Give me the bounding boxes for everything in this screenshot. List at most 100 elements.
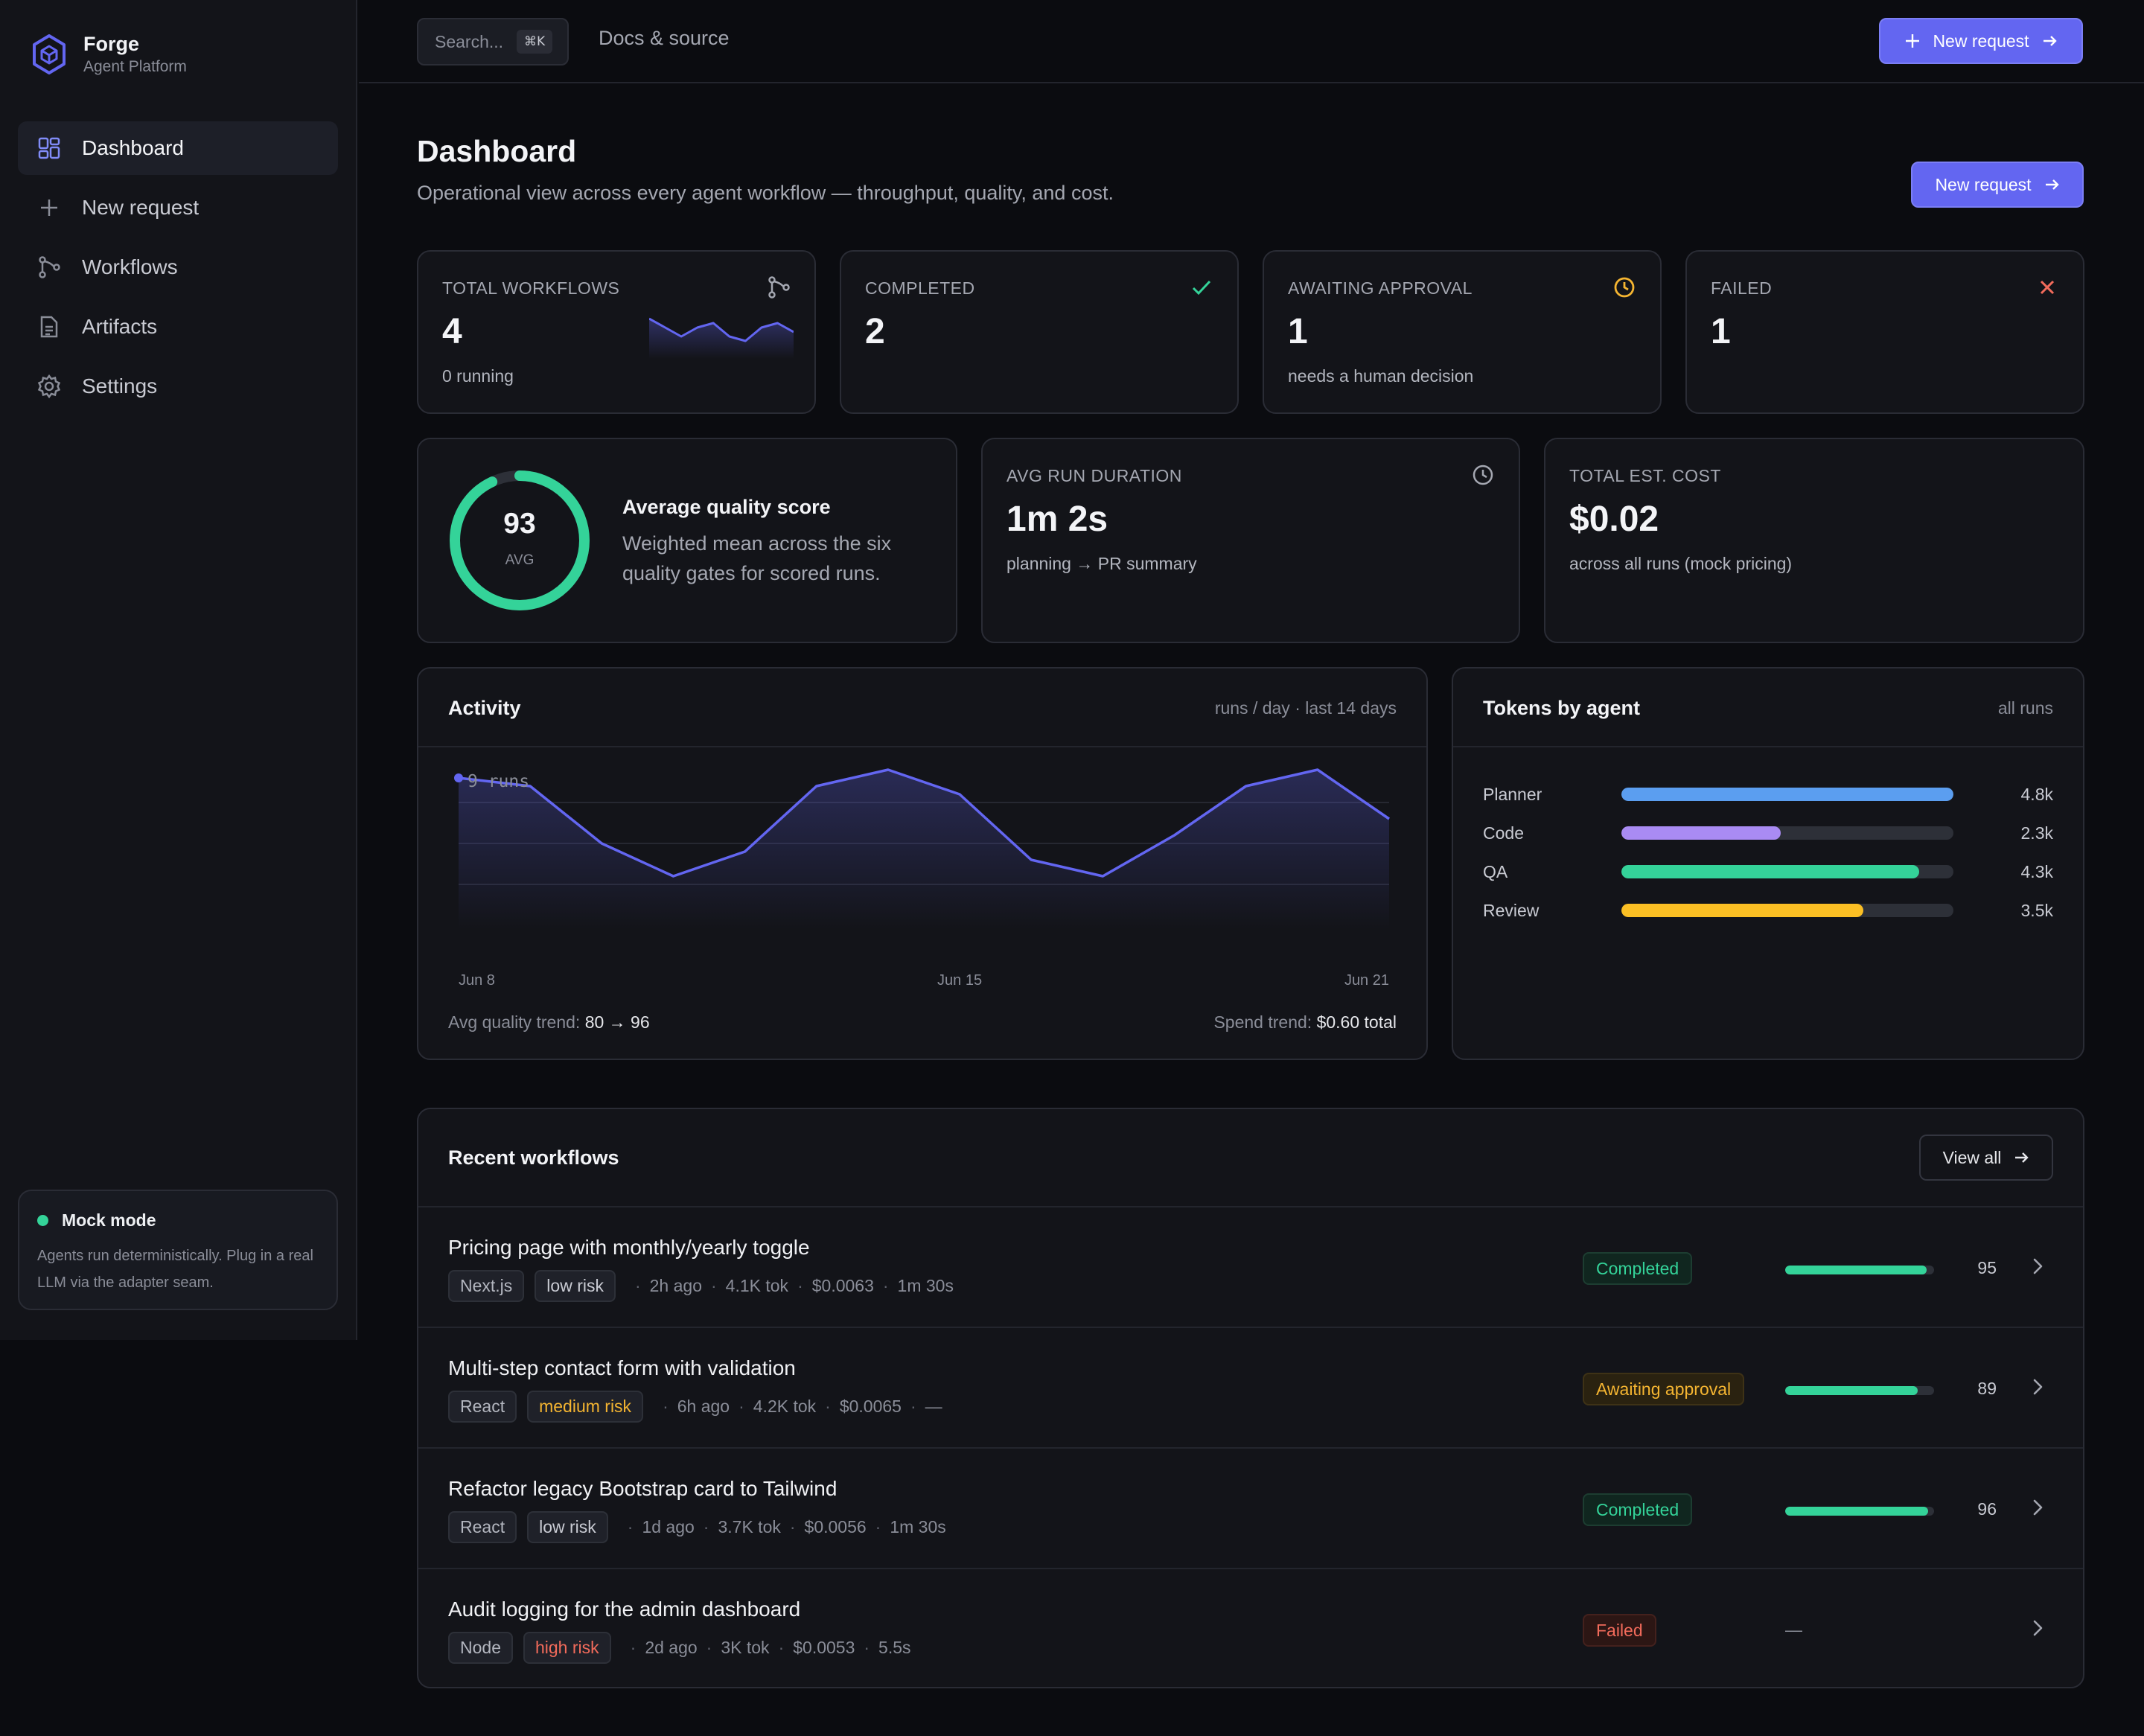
quality-score-card: 93 AVG Average quality score Weighted me… [417,438,957,643]
sidebar-nav: Dashboard New request Workflows [18,121,338,419]
clock-icon [1473,465,1493,485]
arrow-right-icon [2045,179,2059,190]
quality-score-value: 93 [503,508,536,540]
token-agent-label: QA [1483,861,1508,881]
workflow-meta: Next.js low risk · 2h ago · 4.1K tok · $0.0063 ·… [448,1270,954,1302]
recent-workflows-title: Recent workflows [448,1146,619,1169]
quality-score-fill [1785,1386,1918,1395]
view-all-button[interactable]: View all [1919,1135,2053,1181]
stat-card-completed[interactable]: COMPLETED 2 [840,250,1239,414]
token-bar [1621,865,1919,878]
stack-tag: React [448,1511,517,1543]
token-bar-row: Planner 4.8k [1483,779,2053,809]
sidebar-item-workflows[interactable]: Workflows [18,240,338,294]
workflow-row[interactable]: Pricing page with monthly/yearly toggle N… [418,1206,2083,1327]
sidebar-item-dashboard[interactable]: Dashboard [18,121,338,175]
stat-sub: planning → PR summary [1006,554,1197,573]
sidebar-item-label: New request [82,196,200,219]
sidebar-item-label: Dashboard [82,136,184,159]
sparkline-area [649,319,794,359]
brand[interactable]: Forge Agent Platform [31,31,187,77]
search-input[interactable]: Search... ⌘K [417,18,569,66]
workflow-title: Multi-step contact form with validation [448,1356,796,1379]
meta-separator: · [703,1517,709,1536]
workflow-title: Refactor legacy Bootstrap card to Tailwi… [448,1477,838,1500]
cube-logo-icon [33,34,66,74]
stat-card-awaiting-approval[interactable]: AWAITING APPROVAL 1 needs a human decisi… [1263,250,1662,414]
topbar: Search... ⌘K Docs & source New request [359,0,2144,83]
age-text: 6h ago [677,1397,730,1416]
workflow-meta: React medium risk · 6h ago · 4.2K tok · $0.0065… [448,1391,942,1423]
chevron-right-icon[interactable] [2026,1376,2049,1398]
chevron-right-icon[interactable] [2026,1255,2049,1277]
chevron-right-icon[interactable] [2026,1496,2049,1519]
age-text: 2h ago [649,1276,702,1295]
quality-ring-progress [450,470,590,610]
meta-separator: · [910,1397,916,1416]
avg-duration-card: AVG RUN DURATION 1m 2s planning → PR sum… [981,438,1520,643]
sidebar-item-artifacts[interactable]: Artifacts [18,300,338,354]
stat-value: 2 [865,312,885,351]
workflow-row[interactable]: Audit logging for the admin dashboard Nod… [418,1568,2083,1688]
duration-text: 1m 30s [897,1276,954,1295]
workflow-title: Audit logging for the admin dashboard [448,1598,801,1621]
stat-sub: across all runs (mock pricing) [1569,554,1793,573]
stat-label: FAILED [1711,278,1773,298]
meta-separator: · [711,1276,717,1295]
sidebar-item-new-request[interactable]: New request [18,181,338,234]
tokens-panel: Tokens by agent all runs Planner 4.8k Code… [1452,667,2084,1060]
workflow-row[interactable]: Multi-step contact form with validation R… [418,1327,2083,1447]
quality-score-value: 89 [1977,1379,1997,1398]
meta-separator: · [864,1638,870,1657]
stack-tag: Node [448,1632,513,1664]
file-icon [36,313,63,340]
tokens-title: Tokens by agent [1483,697,1641,719]
x-tick-label: Jun 8 [459,972,495,989]
meta-separator: · [789,1517,796,1536]
spend-trend: Spend trend: $0.60 total [1213,1012,1397,1033]
new-request-button[interactable]: New request [1879,18,2083,64]
recent-workflows-panel: Recent workflows View all Pricing page w… [417,1108,2084,1688]
token-bar-track [1621,788,1953,801]
risk-tag: low risk [535,1270,616,1302]
token-bar-row: QA 4.3k [1483,857,2053,887]
activity-x-axis: Jun 8 Jun 15 Jun 21 [448,972,1400,995]
sparkline-chart [649,317,794,359]
quality-score-text: Weighted mean across the six quality gat… [622,532,892,584]
activity-meta: runs / day · last 14 days [1214,698,1397,718]
workflow-icon [36,254,63,281]
docs-link[interactable]: Docs & source [599,27,730,49]
token-agent-label: Code [1483,823,1524,843]
search-placeholder: Search... [435,31,504,51]
stack-tag: Next.js [448,1270,525,1302]
tokens-text: 4.2K tok [753,1397,817,1416]
workflow-row[interactable]: Refactor legacy Bootstrap card to Tailwi… [418,1447,2083,1568]
token-agent-label: Planner [1483,784,1542,804]
sidebar-item-settings[interactable]: Settings [18,360,338,413]
quality-score-value: — [1785,1620,1802,1639]
quality-score-value: 96 [1977,1499,1997,1519]
stat-card-total-workflows[interactable]: TOTAL WORKFLOWS 4 0 running [417,250,816,414]
arrow-right-icon [2015,1152,2029,1163]
status-badge: Awaiting approval [1583,1373,1745,1405]
token-bar [1621,826,1781,840]
chevron-right-icon[interactable] [2026,1617,2049,1639]
brand-name: Forge [83,33,140,55]
sidebar-item-label: Workflows [82,255,178,278]
stat-value: 1m 2s [1006,500,1108,539]
token-bar [1621,904,1864,917]
spend-trend-label: Spend trend: [1213,1012,1312,1032]
activity-chart: 9 runs [454,768,1390,929]
tokens-meta: all runs [1997,698,2053,718]
meta-separator: · [706,1638,712,1657]
risk-tag: low risk [527,1511,608,1543]
search-shortcut-badge: ⌘K [517,30,553,54]
meta-separator: · [778,1638,785,1657]
risk-tag: high risk [523,1632,611,1664]
stat-card-failed[interactable]: FAILED 1 [1685,250,2084,414]
token-value-label: 3.5k [2020,900,2053,920]
activity-point [454,773,463,782]
header-new-request-button[interactable]: New request [1911,162,2084,208]
stat-value: $0.02 [1569,500,1659,539]
quality-trend-value: 80 → 96 [584,1012,650,1032]
